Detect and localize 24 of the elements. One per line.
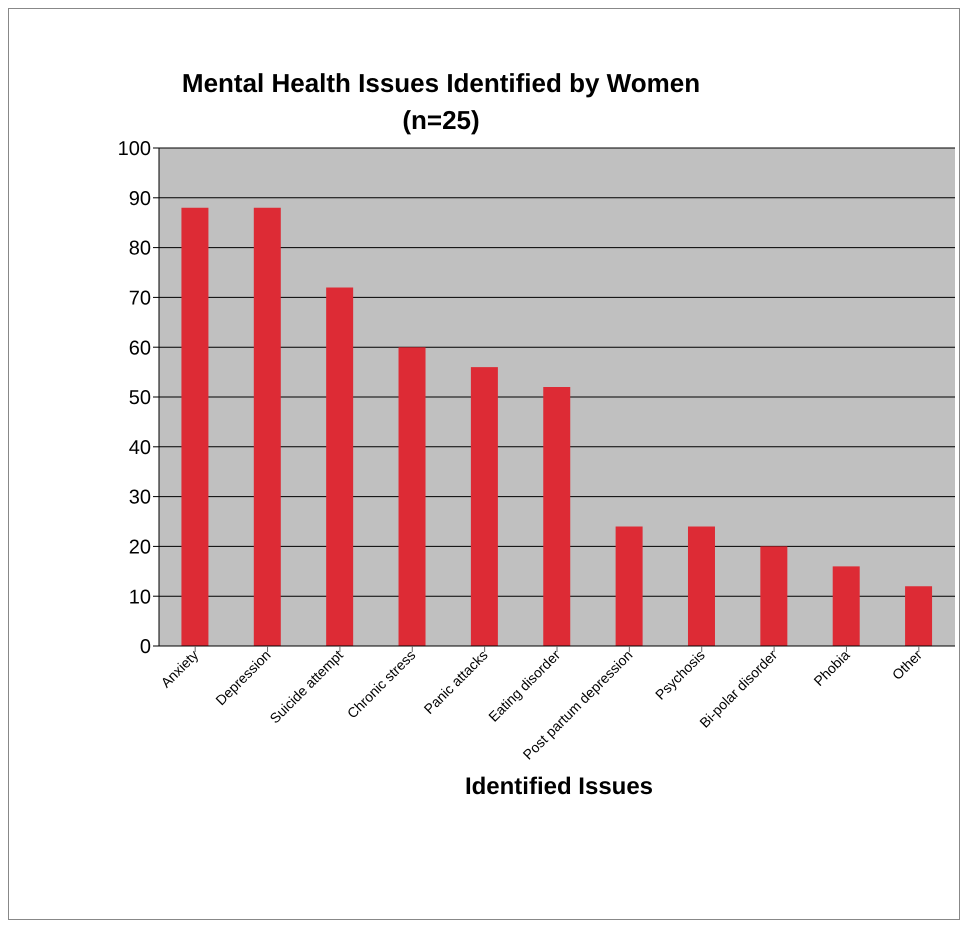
bar [616, 526, 643, 646]
y-tick-label: 60 [128, 337, 151, 360]
y-tick-label: 40 [128, 436, 151, 459]
bar [905, 586, 932, 646]
y-tick-label: 20 [128, 536, 151, 558]
y-tick-label: 70 [128, 288, 151, 310]
bar [326, 287, 354, 646]
chart-title: Mental Health Issues Identified by Women (n=25) [181, 67, 701, 137]
y-tick-label: 30 [128, 486, 151, 509]
bar [543, 387, 570, 646]
bar [688, 526, 715, 646]
y-tick-label: 80 [128, 238, 151, 260]
y-tick-label: 50 [128, 387, 151, 410]
y-tick-label: 10 [128, 586, 151, 608]
y-tick-label: 100 [118, 138, 151, 160]
bar [470, 367, 498, 646]
x-axis-title: Identified Issues [464, 773, 654, 801]
bar [398, 347, 426, 646]
bar [181, 208, 208, 646]
bar [760, 546, 788, 646]
y-tick-label: 90 [128, 188, 151, 210]
bar [254, 208, 281, 646]
y-tick-label: 0 [140, 636, 151, 658]
bar [832, 566, 860, 646]
